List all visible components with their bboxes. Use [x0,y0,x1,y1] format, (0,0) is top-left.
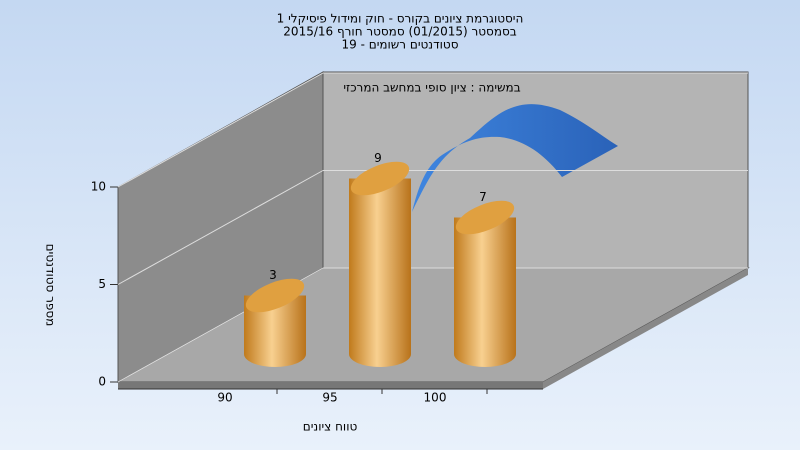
data-label: 3 [269,268,277,282]
grid-line [117,72,324,188]
x-tick-label: 95 [322,391,337,405]
x-tick-label: 100 [424,391,447,405]
y-tick-label: 5 [98,277,106,291]
chart-title: היסטוגרמת ציונים בקורס - חוק ומידול פיסי… [277,12,524,26]
bar [244,278,306,367]
chart-title: בסמסטר (01/2015) סמסטר חורף 2015/16 [283,25,516,39]
bar-top [245,278,305,313]
y-axis-label: מספר סטודנטים [44,244,58,327]
bar [454,200,516,367]
bar-body [454,217,516,367]
data-label: 9 [374,151,382,165]
bar-body [244,295,306,367]
x-tick-label: 90 [217,391,232,405]
bar-top [455,200,515,235]
floor-edge [543,268,748,389]
y-tick-label: 10 [91,180,106,194]
data-label: 7 [479,190,487,204]
floor-edge [118,382,543,389]
chart-title: סטודנטים רשומים - 19 [341,38,458,52]
grid-line [117,170,324,285]
bar-top [350,161,410,196]
bar-body [349,178,411,367]
x-axis-label: טווח ציונים [303,420,358,434]
bar [349,161,411,367]
y-tick-label: 0 [98,375,106,389]
normal-curve [412,104,618,212]
chart-subtitle: במשימה : ציון סופי במחשב המרכזי [343,81,520,95]
